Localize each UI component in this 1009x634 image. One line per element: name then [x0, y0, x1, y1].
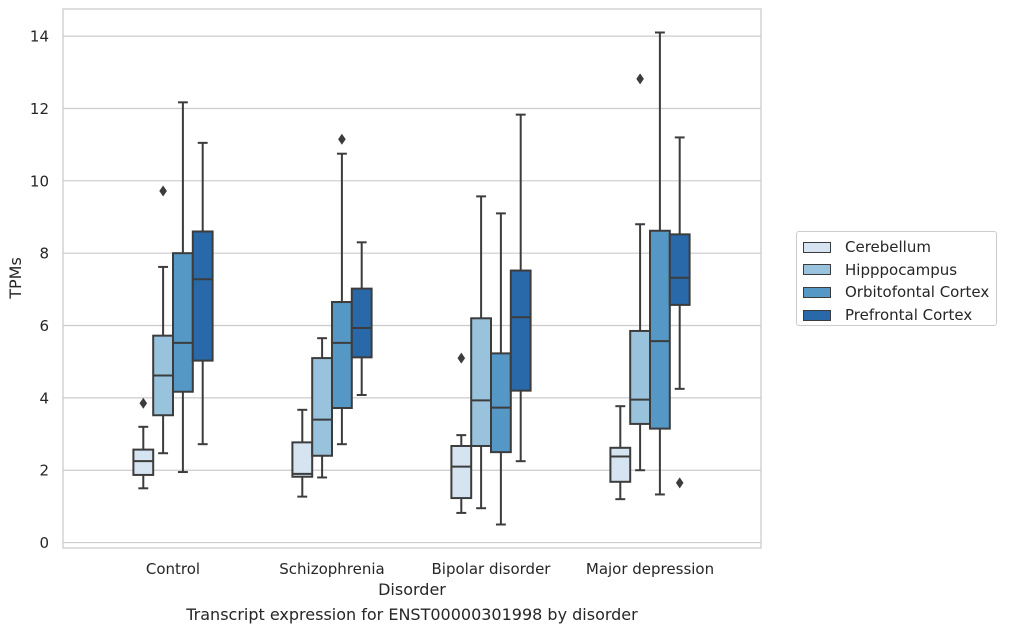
box-iqr [132, 448, 155, 476]
box-iqr [629, 329, 652, 425]
x-tick-label: Major depression [586, 560, 714, 578]
legend-item: Hipppocampus [803, 259, 996, 282]
box-iqr [490, 352, 512, 454]
box-prefrontal-cortex-0 [191, 141, 214, 446]
outlier-point [139, 397, 148, 409]
y-tick-label: 12 [30, 100, 49, 118]
box-orbitofontal-cortex-0 [172, 101, 194, 474]
box-iqr [649, 229, 671, 430]
figure-caption: Transcript expression for ENST0000030199… [186, 605, 638, 624]
box-cerebellum-3 [609, 405, 632, 501]
x-axis-label: Disorder [378, 580, 446, 599]
legend-label: Orbitofontal Cortex [845, 283, 990, 302]
box-iqr [311, 357, 334, 457]
outlier-point [338, 133, 346, 145]
y-tick-label: 8 [39, 245, 49, 263]
legend-item: Orbitofontal Cortex [803, 281, 996, 304]
box-hipppocampus-2 [470, 195, 493, 510]
y-tick-label: 4 [39, 389, 49, 407]
box-iqr [350, 287, 373, 359]
box-prefrontal-cortex-2 [509, 113, 532, 463]
y-tick-label: 2 [39, 462, 49, 480]
box-iqr [609, 446, 632, 483]
box-iqr [172, 252, 194, 393]
legend-swatch [803, 286, 831, 298]
box-orbitofontal-cortex-3 [649, 31, 671, 496]
box-cerebellum-2 [450, 352, 473, 514]
box-series [132, 31, 691, 526]
box-iqr [470, 317, 493, 447]
y-tick-label: 0 [39, 534, 49, 552]
legend-label: Cerebellum [845, 238, 931, 257]
outlier-point [457, 352, 466, 364]
box-iqr [191, 230, 214, 362]
legend-swatch [803, 241, 831, 253]
box-iqr [509, 269, 532, 392]
box-iqr [291, 441, 314, 478]
y-tick-label: 6 [39, 317, 49, 335]
y-axis-label: TPMs [6, 257, 25, 300]
legend-label: Prefrontal Cortex [845, 306, 973, 325]
y-tick-label: 14 [30, 28, 49, 46]
x-tick-labels: Control Schizophrenia Bipolar disorder Majo… [146, 560, 714, 578]
legend-swatch [803, 264, 831, 276]
box-iqr [331, 301, 353, 410]
box-iqr [668, 233, 691, 306]
box-hipppocampus-1 [311, 337, 334, 479]
box-prefrontal-cortex-3 [668, 136, 691, 489]
box-cerebellum-0 [132, 397, 155, 490]
box-orbitofontal-cortex-1 [331, 133, 353, 446]
outlier-point [675, 477, 684, 489]
outlier-point [159, 185, 167, 197]
legend-label: Hipppocampus [845, 260, 958, 279]
outlier-point [636, 73, 644, 85]
legend-swatch [803, 309, 831, 321]
box-cerebellum-1 [291, 408, 314, 498]
legend-item: Prefrontal Cortex [803, 304, 996, 327]
box-hipppocampus-3 [629, 73, 652, 472]
x-tick-label: Control [146, 560, 200, 578]
x-tick-label: Schizophrenia [279, 560, 384, 578]
box-iqr [450, 444, 473, 500]
legend-item: Cerebellum [803, 236, 996, 259]
box-orbitofontal-cortex-2 [490, 212, 512, 526]
y-tick-label: 10 [30, 172, 49, 190]
y-tick-labels: 0 2 4 6 8 10 12 14 [30, 28, 49, 552]
legend: Cerebellum Hipppocampus Orbitofontal Corte… [796, 231, 997, 326]
box-prefrontal-cortex-1 [350, 241, 373, 396]
x-tick-label: Bipolar disorder [432, 560, 552, 578]
plot-frame [62, 8, 762, 549]
